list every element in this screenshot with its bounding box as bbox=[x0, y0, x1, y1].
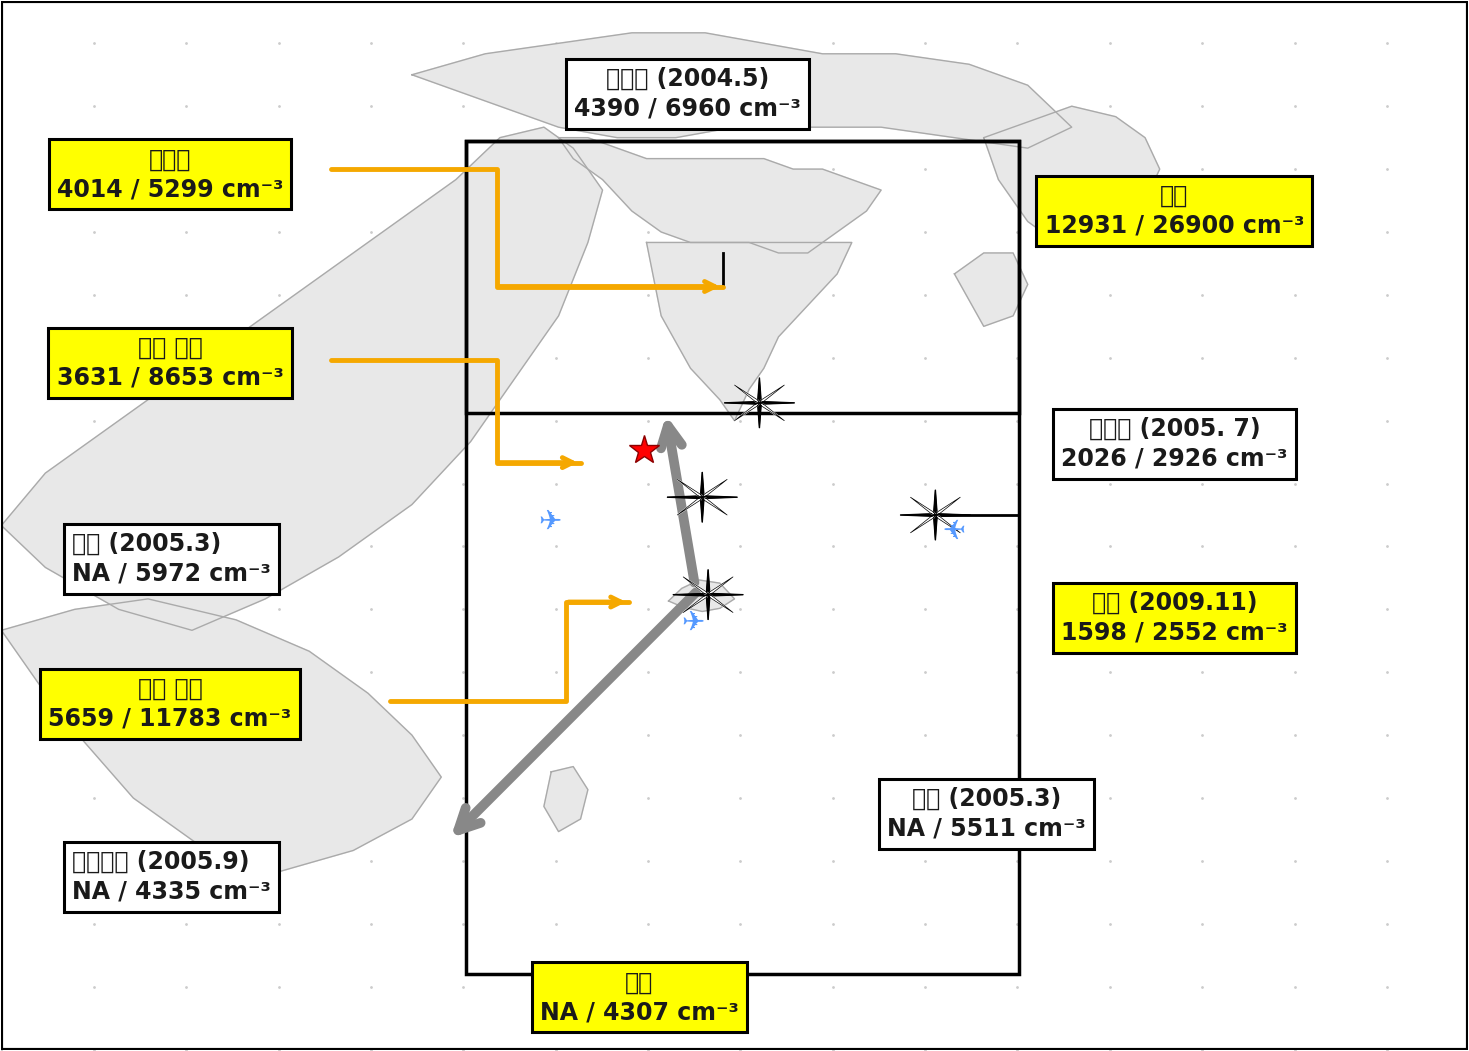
Polygon shape bbox=[411, 33, 1072, 148]
Polygon shape bbox=[984, 106, 1159, 243]
Polygon shape bbox=[955, 253, 1028, 327]
Polygon shape bbox=[702, 496, 737, 498]
Text: ✈: ✈ bbox=[682, 609, 705, 637]
Polygon shape bbox=[702, 479, 727, 497]
Polygon shape bbox=[683, 577, 708, 595]
Polygon shape bbox=[544, 766, 588, 831]
Polygon shape bbox=[667, 496, 702, 498]
Polygon shape bbox=[936, 497, 961, 515]
Polygon shape bbox=[911, 497, 936, 515]
Polygon shape bbox=[677, 479, 702, 497]
Polygon shape bbox=[707, 570, 710, 595]
Text: 황해 (2005.3)
NA / 5972 cm⁻³: 황해 (2005.3) NA / 5972 cm⁻³ bbox=[72, 532, 270, 585]
Polygon shape bbox=[1, 127, 602, 631]
Polygon shape bbox=[759, 401, 795, 404]
Polygon shape bbox=[936, 515, 961, 533]
Polygon shape bbox=[702, 497, 727, 515]
Polygon shape bbox=[673, 594, 708, 596]
Polygon shape bbox=[707, 595, 710, 620]
Text: 동중국해 (2005.9)
NA / 4335 cm⁻³: 동중국해 (2005.9) NA / 4335 cm⁻³ bbox=[72, 850, 270, 904]
Polygon shape bbox=[677, 497, 702, 515]
Polygon shape bbox=[708, 595, 733, 613]
Polygon shape bbox=[900, 514, 936, 516]
Polygon shape bbox=[1, 599, 441, 871]
Polygon shape bbox=[759, 403, 784, 420]
Text: 백령도
4014 / 5299 cm⁻³: 백령도 4014 / 5299 cm⁻³ bbox=[57, 147, 284, 201]
Text: ✈: ✈ bbox=[940, 512, 964, 539]
Polygon shape bbox=[934, 515, 937, 540]
Polygon shape bbox=[646, 243, 852, 420]
Polygon shape bbox=[708, 594, 743, 596]
Polygon shape bbox=[758, 403, 761, 428]
Text: 황해 남쪽
5659 / 11783 cm⁻³: 황해 남쪽 5659 / 11783 cm⁻³ bbox=[48, 677, 291, 730]
Polygon shape bbox=[911, 515, 936, 533]
Polygon shape bbox=[558, 138, 881, 253]
Polygon shape bbox=[683, 595, 708, 613]
Polygon shape bbox=[701, 472, 704, 497]
Text: 안면도 (2004.5)
4390 / 6960 cm⁻³: 안면도 (2004.5) 4390 / 6960 cm⁻³ bbox=[574, 67, 801, 121]
Text: ✈: ✈ bbox=[538, 509, 561, 536]
Polygon shape bbox=[936, 514, 971, 516]
Text: 동해 (2009.11)
1598 / 2552 cm⁻³: 동해 (2009.11) 1598 / 2552 cm⁻³ bbox=[1061, 591, 1288, 644]
Polygon shape bbox=[934, 490, 937, 515]
Polygon shape bbox=[724, 401, 759, 404]
Polygon shape bbox=[734, 385, 759, 403]
Text: 대관령 (2005. 7)
2026 / 2926 cm⁻³: 대관령 (2005. 7) 2026 / 2926 cm⁻³ bbox=[1061, 417, 1287, 471]
Polygon shape bbox=[758, 377, 761, 403]
Polygon shape bbox=[708, 577, 733, 595]
Polygon shape bbox=[701, 497, 704, 522]
Text: 남해 (2005.3)
NA / 5511 cm⁻³: 남해 (2005.3) NA / 5511 cm⁻³ bbox=[887, 787, 1086, 841]
Text: 황해 북쪽
3631 / 8653 cm⁻³: 황해 북쪽 3631 / 8653 cm⁻³ bbox=[57, 336, 284, 390]
Polygon shape bbox=[668, 580, 734, 612]
Polygon shape bbox=[734, 403, 759, 420]
Polygon shape bbox=[759, 385, 784, 403]
Text: 고산
NA / 4307 cm⁻³: 고산 NA / 4307 cm⁻³ bbox=[539, 970, 739, 1024]
Text: 서울
12931 / 26900 cm⁻³: 서울 12931 / 26900 cm⁻³ bbox=[1044, 184, 1304, 238]
